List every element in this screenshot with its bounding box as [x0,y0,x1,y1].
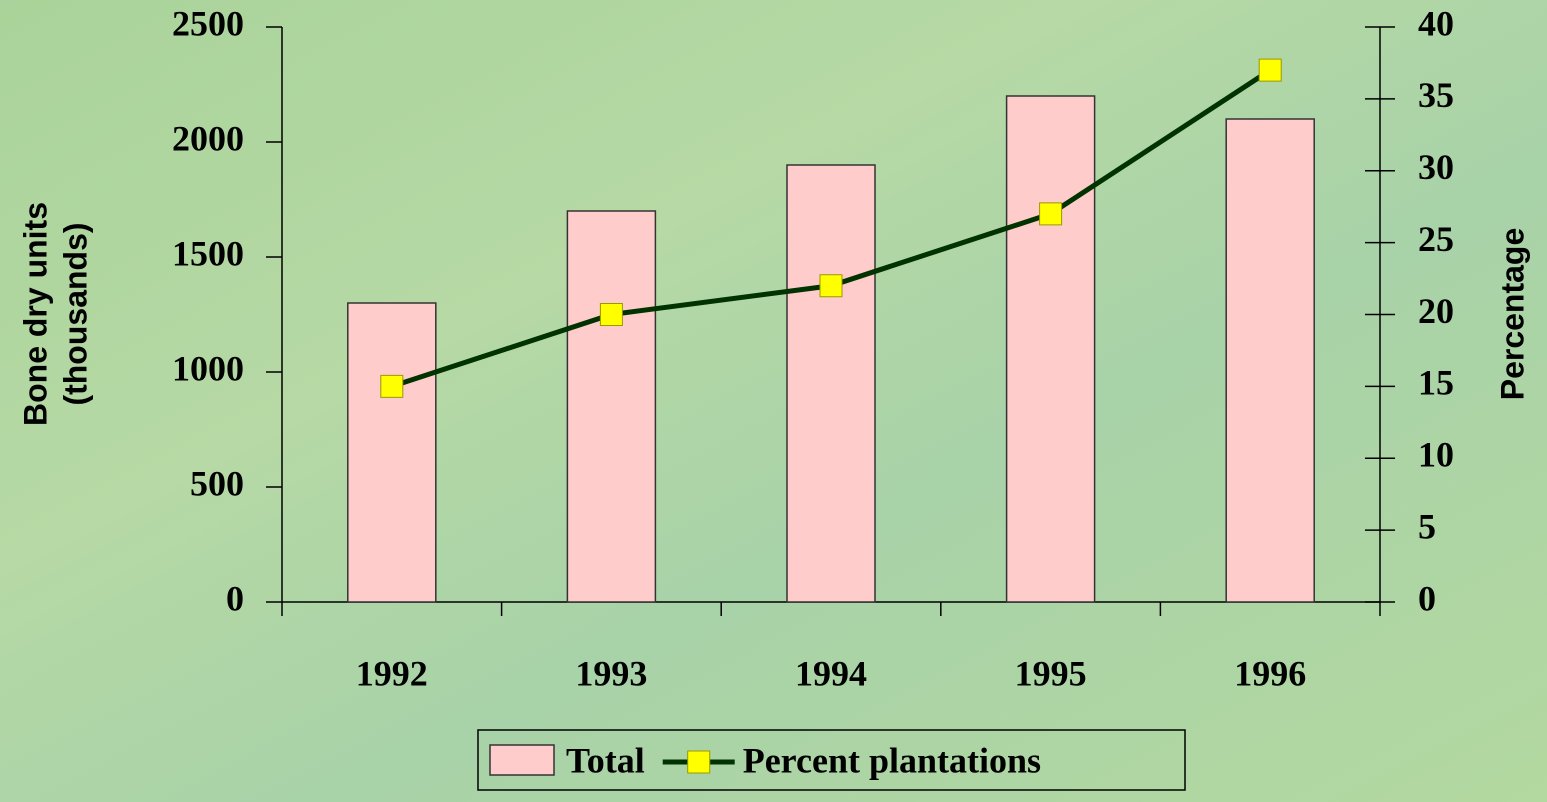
y2-tick-label: 15 [1418,363,1454,403]
legend-label: Total [566,740,645,780]
marker [819,274,843,298]
y-tick-label: 1000 [172,348,244,388]
bar [1005,95,1096,603]
legend: Total Percent plantations [477,729,1186,791]
y2-tick-label: 5 [1418,506,1436,546]
y2-tick-label: 10 [1418,435,1454,475]
y2-tick-label: 35 [1418,75,1454,115]
legend-swatch [489,744,555,776]
y-axis-title-line: (thousands) [57,222,93,405]
legend-label: Percent plantations [743,740,1041,780]
y2-tick-label: 25 [1418,219,1454,259]
x-tick-label: 1995 [1015,653,1087,693]
x-tick-label: 1996 [1234,653,1306,693]
y-tick-label: 500 [190,463,244,503]
bar [786,164,876,603]
y-tick-label: 0 [226,578,244,618]
legend-box [477,729,1186,791]
y-tick-label: 2000 [172,118,244,158]
y-axis-title-line: Bone dry units [17,202,53,426]
bar [1225,118,1315,603]
marker [599,303,623,326]
y2-tick-label: 40 [1418,3,1454,43]
y-tick-label: 2500 [172,3,244,43]
bar [347,302,437,603]
x-tick-label: 1994 [795,653,867,693]
legend-marker [687,750,711,774]
y2-tick-label: 0 [1418,578,1436,618]
y2-tick-label: 20 [1418,291,1454,331]
y-axis-title: Bone dry units (thousands) [17,202,93,426]
y2-axis-title: Percentage [1494,228,1530,401]
marker [1039,202,1063,226]
marker [380,374,404,398]
x-tick-label: 1992 [356,653,428,693]
marker [1258,58,1282,82]
bar [566,210,657,603]
y2-tick-label: 30 [1418,147,1454,187]
x-tick-label: 1993 [575,653,647,693]
y-tick-label: 1500 [172,233,244,273]
